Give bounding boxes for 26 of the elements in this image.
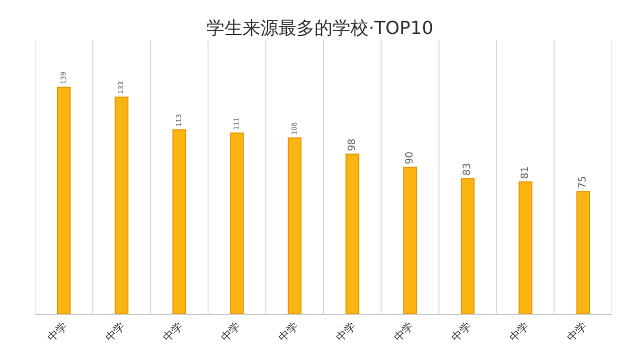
data-label: 81 <box>520 166 531 179</box>
data-label: 90 <box>404 152 416 164</box>
bar <box>230 132 244 314</box>
x-tick-label: 中学 <box>506 320 532 344</box>
x-tick-label: 中学 <box>218 320 243 344</box>
x-tick-label: 中学 <box>391 320 416 344</box>
bar <box>288 137 302 314</box>
x-tick-label: 中学 <box>160 320 186 344</box>
bar <box>172 129 186 314</box>
x-tick-label: 中学 <box>45 320 70 344</box>
bar <box>576 191 590 314</box>
bar <box>346 154 360 314</box>
bar <box>114 96 128 314</box>
x-tick-label: 中学 <box>449 320 474 344</box>
data-label: 83 <box>462 162 474 176</box>
bar <box>57 86 71 314</box>
bar <box>518 181 532 314</box>
chart-title: 学生来源最多的学校·TOP10 <box>206 18 434 39</box>
x-tick-label: 中学 <box>334 320 358 344</box>
bar <box>460 178 475 314</box>
x-tick-label: 中学 <box>276 320 301 344</box>
x-tick-label: 中学 <box>564 320 590 344</box>
x-tick-label: 中学 <box>102 320 128 344</box>
bar <box>403 166 417 314</box>
data-label: 98 <box>346 138 358 152</box>
data-label: 75 <box>578 176 589 189</box>
